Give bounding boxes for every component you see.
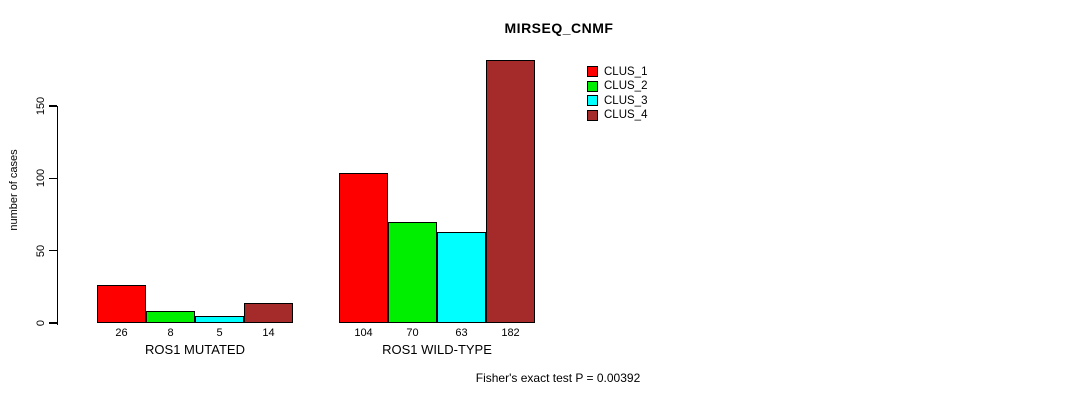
legend-label-clus_1: CLUS_1 — [604, 65, 648, 78]
chart-title: MIRSEQ_CNMF — [504, 20, 614, 36]
bar-clus_3-1 — [195, 315, 244, 323]
bar-clus_4-2 — [486, 59, 535, 323]
bar-clus_3-2 — [437, 231, 486, 323]
y-axis-tick-label: 50 — [35, 244, 47, 257]
bar-value-label: 104 — [354, 327, 373, 339]
bar-clus_2-1 — [146, 311, 195, 323]
bar-value-label: 182 — [501, 327, 520, 339]
y-axis-title: number of cases — [8, 149, 20, 231]
bar-value-label: 63 — [455, 327, 468, 339]
legend-swatch-clus_2 — [587, 80, 598, 92]
bar-clus_2-2 — [388, 221, 437, 323]
category-label: ROS1 WILD-TYPE — [382, 342, 492, 357]
bar-clus_4-1 — [244, 302, 293, 323]
y-axis-line — [56, 106, 58, 325]
y-axis-tick-label: 150 — [35, 96, 47, 116]
y-axis-tick — [48, 105, 57, 107]
y-axis-tick-label: 0 — [35, 319, 47, 327]
y-axis-tick — [48, 249, 57, 252]
legend-swatch-clus_1 — [587, 66, 598, 77]
legend-label-clus_3: CLUS_3 — [604, 94, 648, 107]
bar-value-label: 70 — [406, 327, 419, 339]
category-label: ROS1 MUTATED — [145, 342, 245, 357]
y-axis-tick — [48, 322, 57, 324]
legend-label-clus_2: CLUS_2 — [604, 80, 648, 93]
bar-value-label: 8 — [167, 327, 174, 339]
bar-clus_1-2 — [339, 172, 388, 323]
bar-value-label: 26 — [115, 327, 128, 339]
bar-clus_1-1 — [97, 285, 146, 323]
legend-label-clus_4: CLUS_4 — [604, 109, 648, 122]
y-axis-tick — [48, 177, 57, 180]
fisher-test-annotation: Fisher's exact test P = 0.00392 — [475, 371, 641, 385]
bar-value-label: 14 — [262, 327, 275, 339]
bar-value-label: 5 — [216, 327, 223, 339]
y-axis-tick-label: 100 — [35, 169, 47, 188]
legend-swatch-clus_4 — [587, 109, 598, 121]
legend-swatch-clus_3 — [587, 95, 598, 107]
